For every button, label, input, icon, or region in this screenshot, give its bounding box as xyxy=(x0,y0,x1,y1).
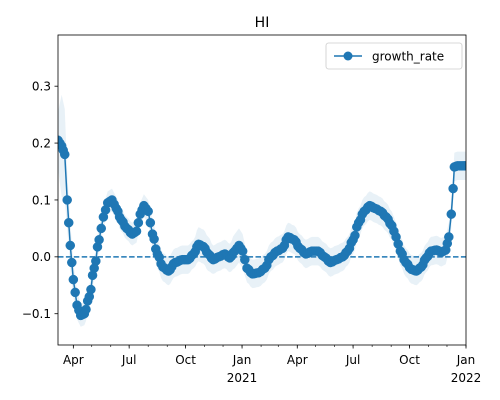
y-tick-label: 0.0 xyxy=(32,250,51,264)
data-point-marker xyxy=(81,304,91,315)
plot-area xyxy=(58,94,466,327)
data-point-marker xyxy=(96,223,106,234)
legend: growth_rate xyxy=(325,42,463,70)
data-point-marker xyxy=(461,161,466,171)
data-point-marker xyxy=(70,287,80,298)
x-tick-year-label: 2022 xyxy=(451,371,482,385)
chart-title: HI xyxy=(255,15,270,31)
plot-frame xyxy=(57,34,467,346)
data-point-marker xyxy=(67,257,77,268)
x-tick-label: Apr xyxy=(287,353,308,367)
data-point-marker xyxy=(350,230,360,241)
data-point-marker xyxy=(68,274,79,285)
x-tick-label: Jul xyxy=(345,353,360,367)
data-point-marker xyxy=(143,206,153,217)
x-tick-label: Jul xyxy=(121,353,136,367)
legend-box xyxy=(325,42,463,70)
data-point-marker xyxy=(60,149,70,160)
y-tick-label: −0.1 xyxy=(22,307,51,321)
data-point-marker xyxy=(86,284,96,295)
legend-label: growth_rate xyxy=(372,49,444,63)
data-point-marker xyxy=(133,217,144,228)
data-point-marker xyxy=(62,195,72,205)
x-tick-label: Oct xyxy=(175,353,196,367)
legend-marker-swatch xyxy=(343,51,353,61)
data-point-marker xyxy=(145,217,156,228)
y-tick-label: 0.3 xyxy=(32,79,51,93)
x-tick-label: Oct xyxy=(399,353,420,367)
data-point-marker xyxy=(444,232,454,242)
data-point-marker xyxy=(237,246,248,256)
y-tick-label: 0.1 xyxy=(32,193,51,207)
data-point-marker xyxy=(131,226,142,236)
data-point-marker xyxy=(240,254,250,265)
data-point-marker xyxy=(448,183,458,194)
data-point-marker xyxy=(91,256,101,266)
data-point-marker xyxy=(446,209,457,219)
series-layer xyxy=(58,135,466,321)
x-tick-year-label: 2021 xyxy=(227,371,258,385)
x-tick-label: Jan xyxy=(456,353,476,367)
axes-layer: −0.1 0.0 0.1 0.2 0.3 Apr Jul Oct Jan 2021 Apr Jul Oc… xyxy=(22,34,482,385)
x-tick-label: Apr xyxy=(63,353,84,367)
data-point-marker xyxy=(94,235,104,245)
data-point-marker xyxy=(63,217,74,228)
data-point-marker xyxy=(149,234,159,244)
data-point-marker xyxy=(65,240,76,251)
x-tick-label: Jan xyxy=(232,353,252,367)
y-tick-label: 0.2 xyxy=(32,136,51,150)
